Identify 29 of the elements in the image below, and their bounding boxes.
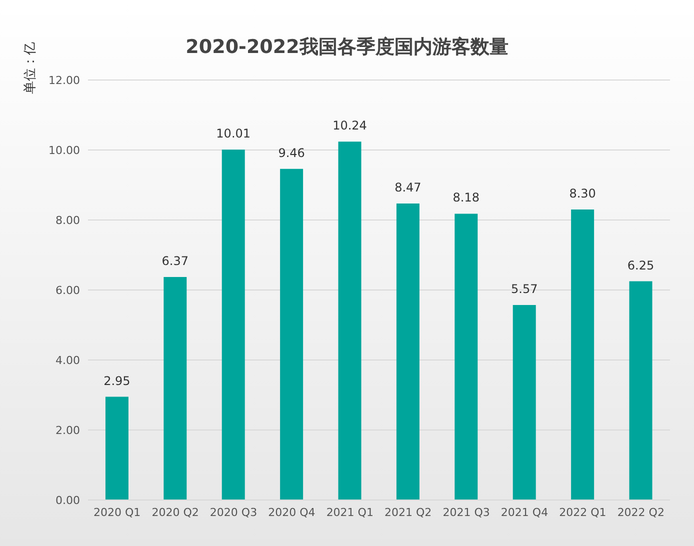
x-tick-label: 2021 Q2 bbox=[384, 506, 432, 519]
x-tick-label: 2022 Q2 bbox=[617, 506, 664, 519]
x-tick-label: 2020 Q2 bbox=[152, 506, 199, 519]
y-tick-label: 2.00 bbox=[56, 424, 80, 437]
y-tick-label: 0.00 bbox=[56, 494, 80, 507]
y-tick-label: 4.00 bbox=[56, 354, 80, 367]
x-tick-label: 2020 Q4 bbox=[268, 506, 316, 519]
y-tick-label: 6.00 bbox=[56, 284, 80, 297]
data-label: 8.47 bbox=[394, 180, 422, 195]
x-tick-label: 2021 Q3 bbox=[442, 506, 490, 519]
y-tick-label: 12.00 bbox=[48, 74, 80, 87]
chart-title: 2020-2022我国各季度国内游客数量 bbox=[186, 36, 508, 58]
y-tick-label: 10.00 bbox=[48, 144, 80, 157]
y-tick-label: 8.00 bbox=[56, 214, 80, 227]
x-tick-label: 2022 Q1 bbox=[559, 506, 606, 519]
data-label: 2.95 bbox=[104, 374, 130, 388]
data-label: 6.37 bbox=[162, 254, 189, 268]
data-label: 5.57 bbox=[511, 282, 538, 296]
y-axis-title: 单位：亿 bbox=[22, 42, 39, 94]
data-label: 9.46 bbox=[278, 146, 305, 160]
x-tick-label: 2021 Q1 bbox=[326, 506, 374, 519]
x-tick-label: 2021 Q4 bbox=[500, 506, 548, 519]
data-label: 10.24 bbox=[332, 118, 367, 133]
x-tick-label: 2020 Q3 bbox=[210, 506, 258, 519]
data-label: 10.01 bbox=[216, 126, 251, 141]
data-label: 8.18 bbox=[452, 190, 480, 205]
x-tick-label: 2020 Q1 bbox=[94, 506, 141, 519]
data-label: 6.25 bbox=[627, 258, 654, 272]
data-label: 8.30 bbox=[569, 186, 596, 200]
